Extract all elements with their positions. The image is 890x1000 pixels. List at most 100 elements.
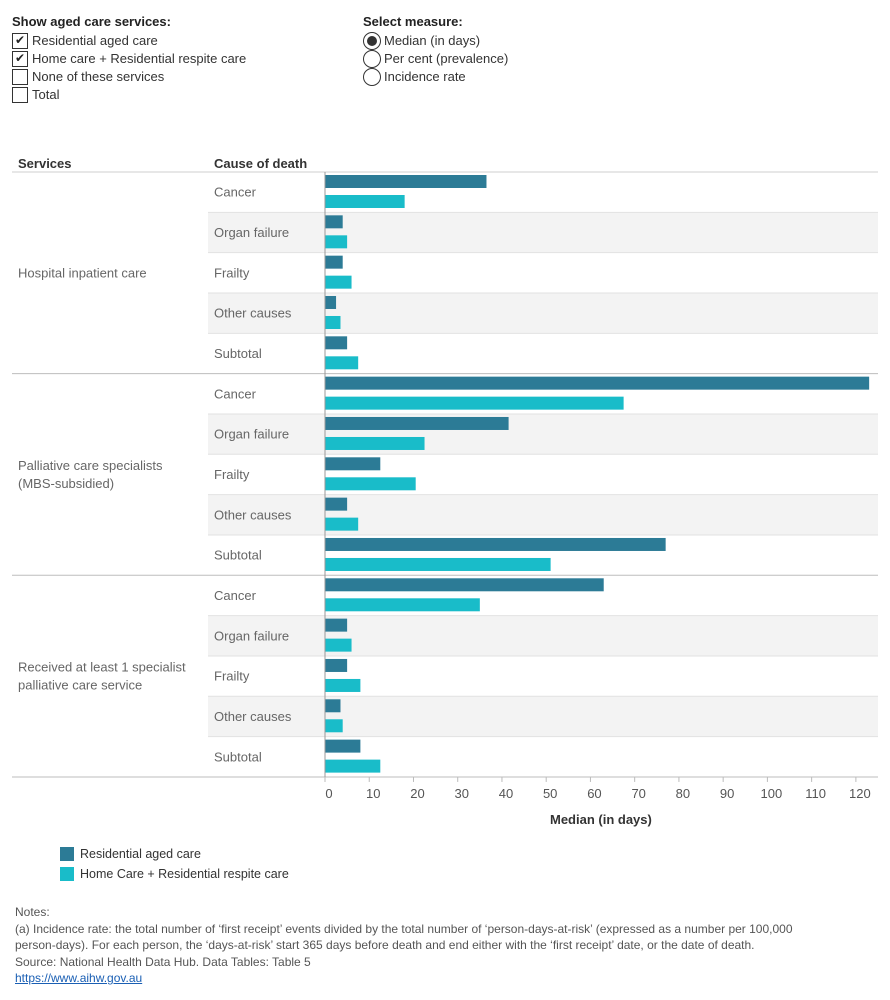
bar-residential <box>325 739 361 753</box>
measure-option-median[interactable]: Median (in days) <box>363 31 481 50</box>
service-option-home-care[interactable]: Home care + Residential respite care <box>12 50 246 67</box>
notes-source: Source: National Health Data Hub. Data T… <box>15 954 311 969</box>
x-tick-label: 10 <box>366 786 380 801</box>
bar-home-care <box>325 517 359 531</box>
x-tick-label: 120 <box>849 786 871 801</box>
radio-unselected-icon[interactable] <box>363 67 381 86</box>
x-tick-label: 20 <box>410 786 424 801</box>
checkbox-checked-icon[interactable] <box>12 32 28 49</box>
bar-home-care <box>325 275 352 289</box>
measure-option-label: Per cent (prevalence) <box>384 51 509 66</box>
cause-label: Subtotal <box>214 749 262 764</box>
bar-residential <box>325 295 337 309</box>
legend-item-home-care: Home Care + Residential respite care <box>60 867 289 881</box>
cause-label: Other causes <box>214 306 292 321</box>
cause-label: Frailty <box>214 467 250 482</box>
x-tick-label: 70 <box>631 786 645 801</box>
measure-option-percent[interactable]: Per cent (prevalence) <box>363 49 509 68</box>
bar-residential <box>325 537 666 551</box>
checkbox-checked-icon[interactable] <box>12 50 28 67</box>
row-band <box>208 696 878 737</box>
measure-option-label: Median (in days) <box>384 33 481 48</box>
service-option-label: None of these services <box>32 69 165 84</box>
bar-home-care <box>325 678 361 692</box>
x-tick-label: 90 <box>720 786 734 801</box>
cause-label: Cancer <box>214 185 257 200</box>
legend-swatch-residential <box>60 847 74 861</box>
cause-label: Organ failure <box>214 427 289 442</box>
services-column-header: Services <box>18 156 72 171</box>
row-band <box>208 494 878 535</box>
x-tick-label: 80 <box>676 786 690 801</box>
x-axis-title: Median (in days) <box>550 812 652 827</box>
source-link[interactable]: https://www.aihw.gov.au <box>15 971 143 985</box>
service-group-label: Hospital inpatient care <box>18 265 147 280</box>
bar-home-care <box>325 759 381 773</box>
checkbox-unchecked-icon[interactable] <box>12 86 28 103</box>
bar-residential <box>325 336 348 350</box>
cause-label: Frailty <box>214 669 250 684</box>
bar-residential <box>325 497 348 511</box>
bar-residential <box>325 215 343 229</box>
legend-label: Home Care + Residential respite care <box>80 867 289 881</box>
service-option-residential[interactable]: Residential aged care <box>12 32 158 49</box>
row-band <box>208 615 878 656</box>
service-group-label: Palliative care specialists <box>18 458 163 473</box>
cause-label: Other causes <box>214 507 292 522</box>
legend-item-residential: Residential aged care <box>60 847 201 861</box>
legend-label: Residential aged care <box>80 847 201 861</box>
bar-residential <box>325 255 343 269</box>
bar-residential <box>325 578 604 592</box>
row-band <box>208 413 878 455</box>
cause-label: Subtotal <box>214 346 262 361</box>
x-tick-label: 60 <box>587 786 601 801</box>
bar-residential <box>325 376 870 390</box>
bar-home-care <box>325 557 551 571</box>
x-tick-label: 40 <box>499 786 513 801</box>
services-filter-title: Show aged care services: <box>12 14 171 29</box>
cause-label: Organ failure <box>214 628 289 643</box>
cause-column-header: Cause of death <box>214 156 308 171</box>
cause-label: Subtotal <box>214 548 262 563</box>
bar-home-care <box>325 436 425 450</box>
service-option-label: Residential aged care <box>32 33 158 48</box>
bar-residential <box>325 658 348 672</box>
notes-block: Notes: (a) Incidence rate: the total num… <box>15 904 881 987</box>
cause-label: Organ failure <box>214 225 289 240</box>
bar-home-care <box>325 719 343 733</box>
bar-home-care <box>325 638 352 652</box>
bar-residential <box>325 699 341 713</box>
x-tick-label: 110 <box>805 786 826 801</box>
bar-residential <box>325 457 381 471</box>
x-tick-label: 0 <box>325 786 332 801</box>
radio-unselected-icon[interactable] <box>363 49 381 68</box>
bar-home-care <box>325 396 624 410</box>
bar-home-care <box>325 477 416 491</box>
bar-residential <box>325 618 348 632</box>
notes-line: (a) Incidence rate: the total number of … <box>15 921 793 936</box>
x-tick-label: 100 <box>761 786 783 801</box>
service-option-none[interactable]: None of these services <box>12 68 164 85</box>
row-band <box>208 292 878 334</box>
radio-selected-icon[interactable] <box>363 31 381 50</box>
x-tick-label: 30 <box>454 786 468 801</box>
service-option-total[interactable]: Total <box>12 86 59 103</box>
x-tick-label: 50 <box>543 786 557 801</box>
notes-line: person-days). For each person, the ‘days… <box>15 938 755 952</box>
cause-label: Cancer <box>214 588 257 603</box>
bar-home-care <box>325 598 480 612</box>
bar-home-care <box>325 235 348 249</box>
bar-residential <box>325 416 509 430</box>
service-option-label: Total <box>32 87 60 102</box>
legend-swatch-home-care <box>60 867 74 881</box>
measure-selector-title: Select measure: <box>363 14 463 29</box>
bar-chart: Cancer Organ failure Frailty Other causes Su… <box>12 171 878 801</box>
cause-label: Cancer <box>214 386 257 401</box>
bar-home-care <box>325 315 341 329</box>
bar-residential <box>325 175 487 188</box>
measure-option-incidence[interactable]: Incidence rate <box>363 67 466 86</box>
checkbox-unchecked-icon[interactable] <box>12 68 28 85</box>
bar-home-care <box>325 195 405 208</box>
bar-home-care <box>325 356 359 370</box>
notes-heading: Notes: <box>15 905 50 919</box>
